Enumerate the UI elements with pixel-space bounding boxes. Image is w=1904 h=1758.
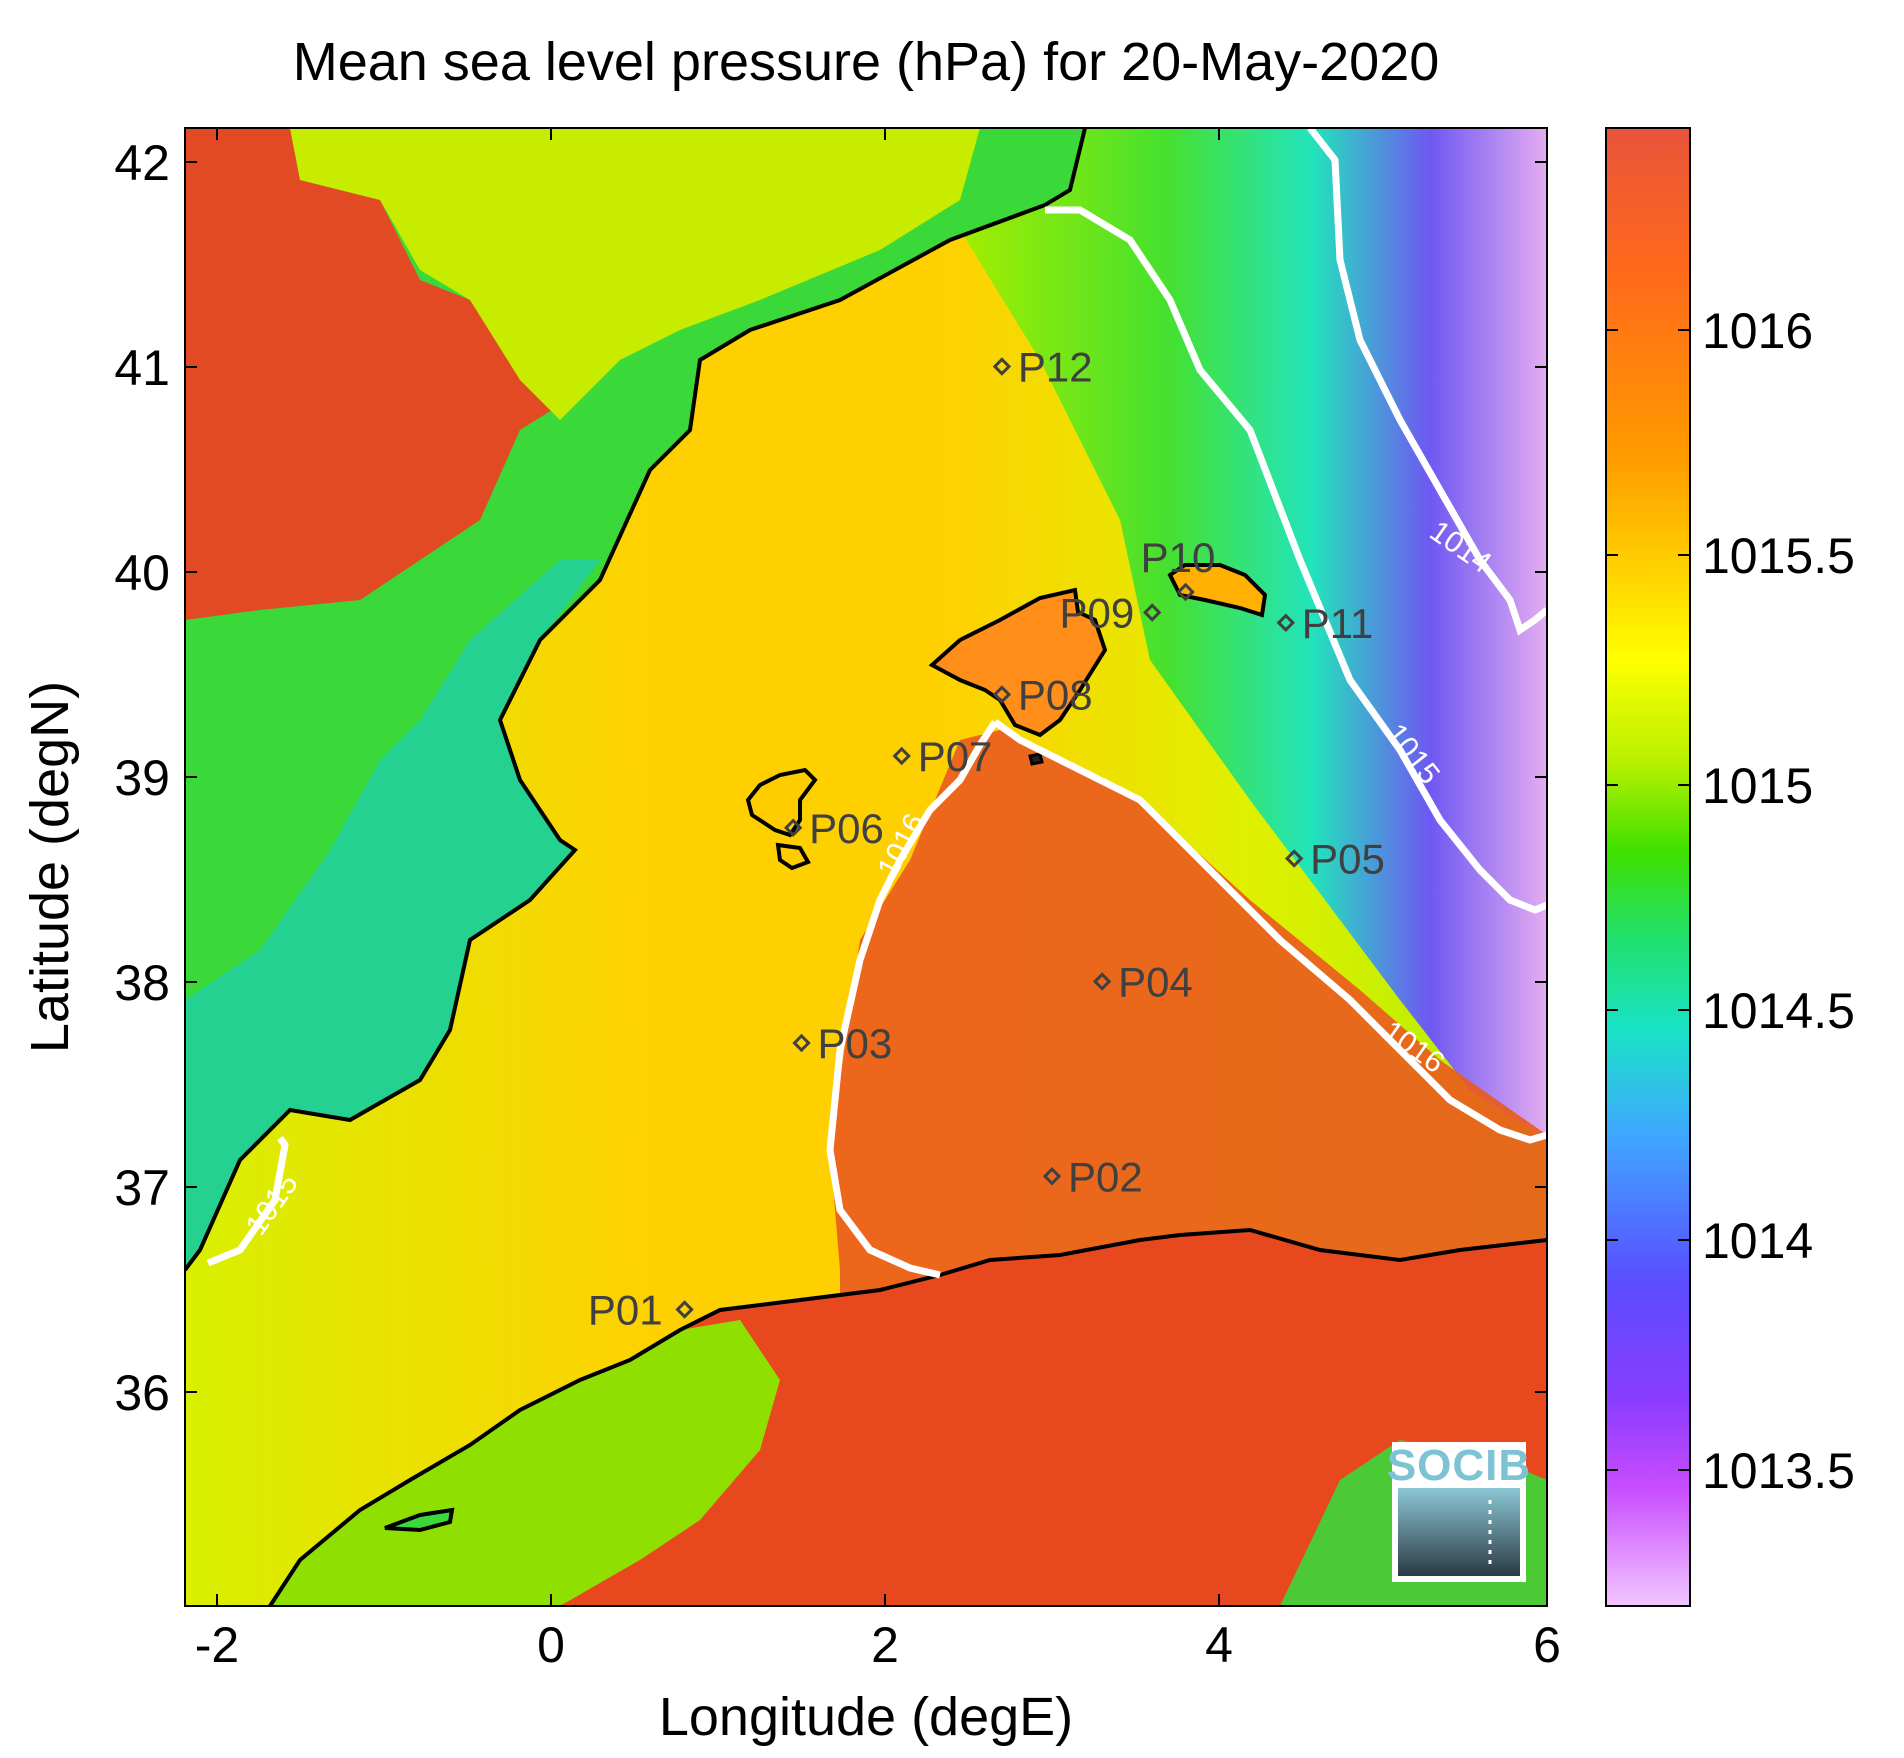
station-marker-icon <box>992 357 1012 376</box>
y-tick-label: 36 <box>114 1365 170 1421</box>
colorbar-tick-label: 1014 <box>1702 1213 1813 1269</box>
iberian-northern-hills <box>290 128 980 420</box>
station-label: P07 <box>918 733 993 780</box>
y-axis-ticks: 42 41 40 39 38 37 36 <box>114 135 1547 1421</box>
iberian-coastal-strip <box>185 560 600 1270</box>
colorbar <box>1605 127 1691 1607</box>
station-marker-icon <box>1276 613 1295 632</box>
station-p06: P06 <box>783 805 884 852</box>
station-label: P12 <box>1018 344 1093 391</box>
ibiza-island <box>745 767 818 838</box>
station-p03: P03 <box>792 1020 893 1067</box>
iberian-inland-high <box>185 128 600 620</box>
colorbar-ticks: 1016 1015.5 1015 1014.5 1014 1013.5 <box>1606 303 1855 1499</box>
iberian-coastline <box>185 128 1087 1272</box>
x-tick-label: -2 <box>195 1617 239 1673</box>
y-tick-label: 39 <box>114 750 170 806</box>
y-tick-label: 40 <box>114 545 170 601</box>
colorbar-tick-label: 1015 <box>1702 758 1813 814</box>
formentera-island <box>775 842 811 871</box>
station-marker-icon <box>1042 1167 1062 1186</box>
y-tick-label: 42 <box>114 135 170 191</box>
mallorca-island <box>928 587 1108 738</box>
station-label: P05 <box>1310 836 1385 883</box>
station-label: P03 <box>818 1020 893 1067</box>
x-tick-label: 2 <box>871 1617 899 1673</box>
x-tick-label: 6 <box>1533 1617 1561 1673</box>
eastern-pressure-gradient <box>960 128 1547 1140</box>
station-label: P09 <box>1059 590 1134 637</box>
station-label: P08 <box>1018 672 1093 719</box>
station-marker-icon <box>1143 603 1162 622</box>
station-p07: P07 <box>892 733 993 780</box>
station-p01: P01 <box>588 1287 694 1334</box>
station-marker-icon <box>792 1033 811 1053</box>
isobar-1015-east <box>1045 206 1547 914</box>
isobar-1016-west <box>826 720 998 1279</box>
isobar-1015-southwest <box>206 1135 289 1267</box>
cabrera-island <box>1028 752 1044 766</box>
socib-logo: SOCIB <box>1387 1441 1531 1582</box>
map-area: 1014 1015 1016 1016 1015 P01P02P03P04P05… <box>185 128 1547 1606</box>
station-marker-icon <box>892 746 911 766</box>
map-title: Mean sea level pressure (hPa) for 20-May… <box>293 32 1440 92</box>
y-tick-label: 38 <box>114 955 170 1011</box>
station-label: P04 <box>1118 959 1193 1006</box>
station-marker-icon <box>783 818 803 837</box>
station-marker-icon <box>1284 849 1304 868</box>
station-p12: P12 <box>992 344 1093 391</box>
station-marker-icon <box>1176 582 1195 602</box>
isobar-1014 <box>1307 128 1547 636</box>
station-p05: P05 <box>1284 836 1385 883</box>
station-p09: P09 <box>1059 590 1162 637</box>
socib-logo-text: SOCIB <box>1387 1441 1531 1490</box>
station-label: P11 <box>1302 600 1374 647</box>
station-label: P01 <box>588 1287 663 1334</box>
station-marker-icon <box>675 1300 694 1319</box>
station-p10: P10 <box>1141 534 1216 602</box>
station-p08: P08 <box>992 672 1093 719</box>
isobar-1016-upper <box>992 719 1547 1144</box>
x-tick-label: 4 <box>1205 1617 1233 1673</box>
station-label: P10 <box>1141 534 1216 581</box>
station-p11: P11 <box>1276 600 1374 647</box>
alboran-island <box>384 1507 455 1533</box>
station-label: P06 <box>809 805 884 852</box>
colorbar-tick-label: 1014.5 <box>1702 983 1855 1039</box>
map-frame <box>184 127 1548 1607</box>
colorbar-tick-label: 1016 <box>1702 303 1813 359</box>
x-axis-label: Longitude (degE) <box>659 1687 1073 1747</box>
y-axis-label: Latitude (degN) <box>20 681 80 1053</box>
station-marker-icon <box>1092 972 1112 991</box>
station-p02: P02 <box>1042 1153 1143 1200</box>
x-axis-ticks: -2 0 2 4 6 <box>195 128 1561 1673</box>
y-tick-label: 37 <box>114 1160 170 1216</box>
menorca-island <box>1167 563 1268 618</box>
station-marker-icon <box>992 685 1012 704</box>
african-coastline <box>268 1227 1547 1606</box>
north-africa-coastal-green <box>270 1320 780 1606</box>
station-label: P02 <box>1068 1153 1143 1200</box>
x-tick-label: 0 <box>537 1617 565 1673</box>
y-tick-label: 41 <box>114 340 170 396</box>
colorbar-tick-label: 1013.5 <box>1702 1443 1855 1499</box>
colorbar-tick-label: 1015.5 <box>1702 528 1855 584</box>
station-p04: P04 <box>1092 959 1193 1006</box>
